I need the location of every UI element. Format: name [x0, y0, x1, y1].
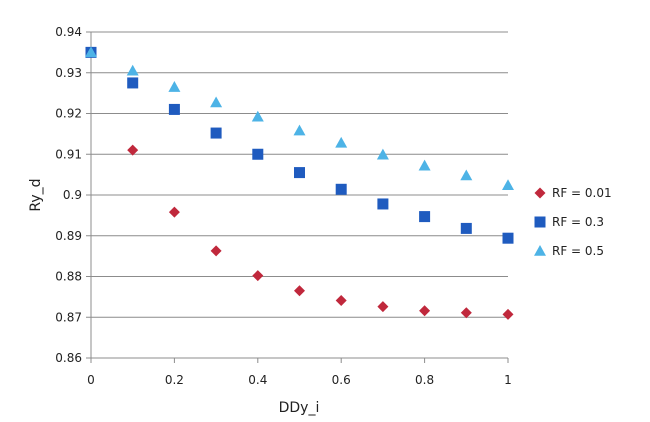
data-point-diamond: [419, 305, 431, 317]
legend-label: RF = 0.3: [552, 215, 604, 229]
legend-label: RF = 0.5: [552, 244, 604, 258]
data-point-diamond: [294, 285, 305, 297]
data-point-diamond: [252, 270, 264, 282]
x-tick-label: 1: [504, 373, 512, 387]
data-point-square: [252, 148, 264, 160]
data-point-triangle: [376, 148, 389, 160]
data-point-square: [335, 183, 347, 195]
y-axis-title: Ry_d: [28, 178, 44, 211]
data-point-diamond: [127, 144, 139, 156]
legend: RF = 0.01 RF = 0.3 RF = 0.5: [534, 186, 612, 258]
legend-label: RF = 0.01: [552, 186, 612, 200]
data-point-square: [419, 211, 431, 223]
x-tick-label: 0: [87, 373, 95, 387]
y-tick-label: 0.87: [55, 310, 82, 324]
x-tick-label: 0.8: [415, 373, 434, 387]
data-point-triangle: [335, 136, 348, 148]
data-point-triangle: [168, 81, 181, 92]
data-point-diamond: [168, 206, 180, 218]
y-tick-label: 0.93: [55, 66, 82, 80]
x-tick-label: 0.2: [165, 373, 184, 387]
x-tick-label: 0.4: [248, 373, 267, 387]
y-tick-labels: 0.86 0.87 0.88 0.89 0.9 0.91 0.92 0.93 0.94: [55, 25, 82, 365]
data-point-triangle: [293, 124, 306, 136]
data-point-triangle: [418, 159, 431, 171]
data-points: [85, 46, 514, 320]
data-point-square: [127, 77, 139, 89]
data-point-diamond: [210, 245, 222, 257]
x-tick-label: 0.6: [332, 373, 351, 387]
y-tick-label: 0.86: [55, 351, 82, 365]
data-point-triangle: [210, 96, 223, 108]
x-tick-labels: 0 0.2 0.4 0.6 0.8 1: [87, 373, 512, 387]
data-point-diamond: [460, 307, 472, 319]
data-point-triangle: [126, 64, 139, 76]
legend-marker-triangle: [534, 245, 546, 256]
legend-marker-square: [534, 216, 546, 228]
data-point-square: [294, 167, 305, 179]
data-point-triangle: [251, 110, 264, 122]
data-point-triangle: [85, 46, 97, 58]
data-point-square: [502, 232, 514, 244]
data-point-diamond: [377, 301, 389, 313]
legend-marker-diamond: [534, 187, 546, 199]
data-point-square: [168, 103, 180, 115]
data-point-triangle: [460, 169, 473, 181]
data-point-triangle: [502, 179, 514, 191]
y-tick-label: 0.92: [55, 107, 82, 121]
data-point-diamond: [335, 295, 347, 307]
y-tick-label: 0.94: [55, 25, 82, 39]
y-tick-label: 0.88: [55, 270, 82, 284]
x-axis-title: DDy_i: [279, 400, 320, 416]
data-point-diamond: [502, 308, 514, 320]
y-tick-label: 0.91: [55, 147, 82, 161]
data-point-square: [210, 127, 222, 139]
data-point-square: [460, 222, 472, 234]
grid-lines: [91, 31, 508, 318]
y-tick-label: 0.9: [63, 188, 82, 202]
data-point-square: [377, 198, 389, 210]
axes: [86, 31, 509, 363]
y-tick-label: 0.89: [55, 229, 82, 243]
